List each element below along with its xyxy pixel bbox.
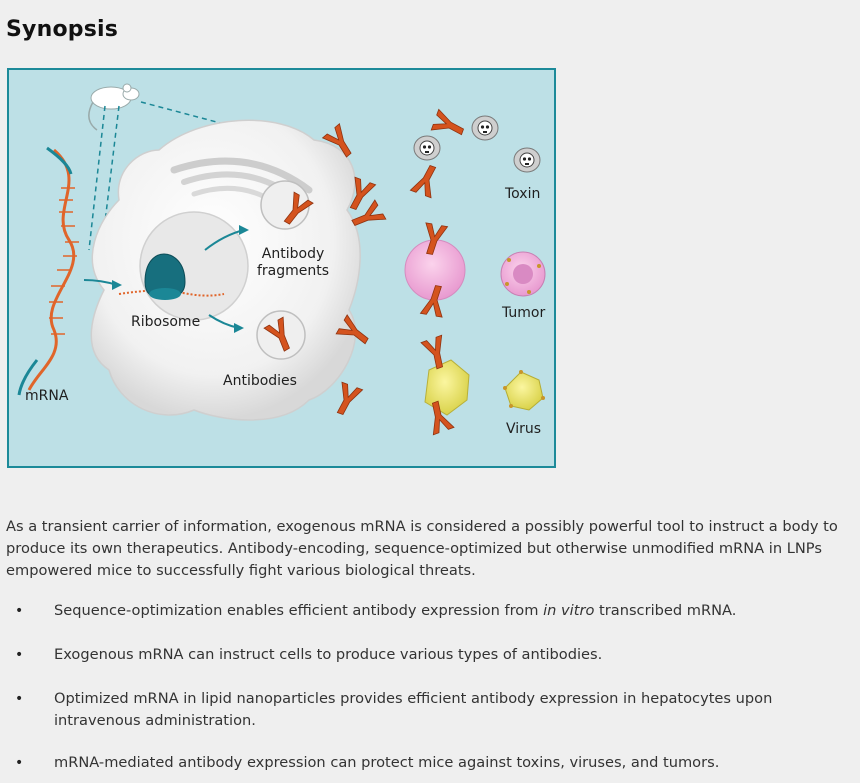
synopsis-figure: mRNA Ribosome Antibody fragments Antibod… <box>7 68 556 468</box>
label-tumor: Tumor <box>502 305 546 321</box>
label-virus: Virus <box>506 421 542 437</box>
label-antibody-fragments: Antibody fragments <box>257 246 330 279</box>
page-title: Synopsis <box>6 16 119 42</box>
figure-illustration <box>17 83 546 436</box>
list-item: • Optimized mRNA in lipid nanoparticles … <box>15 690 773 729</box>
list-item: • Sequence-optimization enables efficien… <box>0 600 860 622</box>
mrna-strand <box>27 148 76 391</box>
virus-icon <box>503 370 545 411</box>
mouse-icon <box>88 83 140 131</box>
list-item: • mRNA-mediated antibody expression can … <box>0 752 860 774</box>
tumor-icon <box>500 251 546 297</box>
bullet-icon: • <box>15 755 24 771</box>
label-antibodies: Antibodies <box>223 373 297 389</box>
list-item: • Exogenous mRNA can instruct cells to p… <box>0 644 860 666</box>
label-mrna: mRNA <box>25 388 69 404</box>
bullet-icon: • <box>15 691 24 707</box>
bullet-icon: • <box>15 647 24 663</box>
label-toxin: Toxin <box>505 186 541 202</box>
bullet-icon: • <box>15 603 24 619</box>
synopsis-paragraph: As a transient carrier of information, e… <box>6 517 838 579</box>
key-points-list: • Sequence-optimization enables efficien… <box>0 600 860 774</box>
toxin-icon <box>409 108 541 199</box>
label-ribosome: Ribosome <box>131 314 201 330</box>
